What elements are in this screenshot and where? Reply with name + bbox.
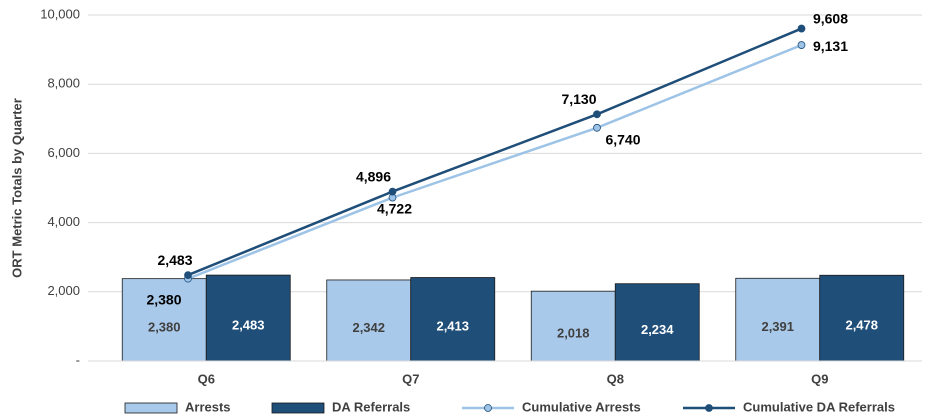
point-label: 2,483 — [157, 252, 192, 268]
point-label: 9,608 — [813, 10, 848, 26]
y-tick-label: 2,000 — [47, 283, 80, 298]
x-tick-label: Q7 — [402, 371, 419, 386]
point-label: 9,131 — [813, 38, 848, 54]
x-tick-label: Q9 — [811, 371, 828, 386]
legend-label: Cumulative Arrests — [522, 399, 641, 414]
point-label: 7,130 — [561, 91, 596, 107]
bar-label: 2,342 — [352, 320, 385, 335]
y-tick-label: 6,000 — [47, 145, 80, 160]
point-label: 2,380 — [146, 291, 181, 307]
x-tick-label: Q6 — [198, 371, 215, 386]
point — [593, 110, 601, 119]
bar-label: 2,380 — [148, 319, 181, 334]
y-tick-label: - — [76, 352, 80, 367]
legend-label: Arrests — [185, 399, 231, 414]
legend-swatch — [705, 404, 713, 412]
bar — [735, 277, 821, 362]
point — [593, 123, 601, 132]
bar-label: 2,018 — [557, 326, 590, 341]
bar-label: 2,234 — [641, 322, 674, 337]
legend-swatch — [124, 402, 178, 414]
bar-label: 2,391 — [761, 319, 794, 334]
y-tick-label: 10,000 — [40, 6, 80, 21]
point-label: 4,896 — [356, 168, 391, 184]
legend-label: DA Referrals — [332, 399, 410, 414]
bar — [410, 277, 496, 362]
x-tick-label: Q8 — [607, 371, 624, 386]
line — [187, 27, 802, 277]
point — [388, 187, 397, 196]
bar — [819, 274, 905, 362]
bar-label: 2,413 — [436, 319, 469, 334]
y-axis-label: ORT Metric Totals by Quarter — [9, 98, 24, 278]
line — [187, 43, 802, 280]
y-tick-label: 8,000 — [47, 76, 80, 91]
bar — [614, 283, 700, 362]
y-tick-label: 4,000 — [47, 214, 80, 229]
bar-label: 2,478 — [845, 318, 878, 333]
point-label: 6,740 — [605, 131, 640, 147]
point-label: 4,722 — [377, 200, 412, 216]
legend-swatch — [484, 404, 492, 412]
point — [184, 271, 192, 279]
point — [797, 24, 806, 33]
bar — [205, 274, 291, 362]
legend-swatch — [271, 402, 325, 414]
point — [797, 41, 806, 49]
bar-label: 2,483 — [232, 317, 265, 332]
legend-label: Cumulative DA Referrals — [743, 399, 895, 414]
